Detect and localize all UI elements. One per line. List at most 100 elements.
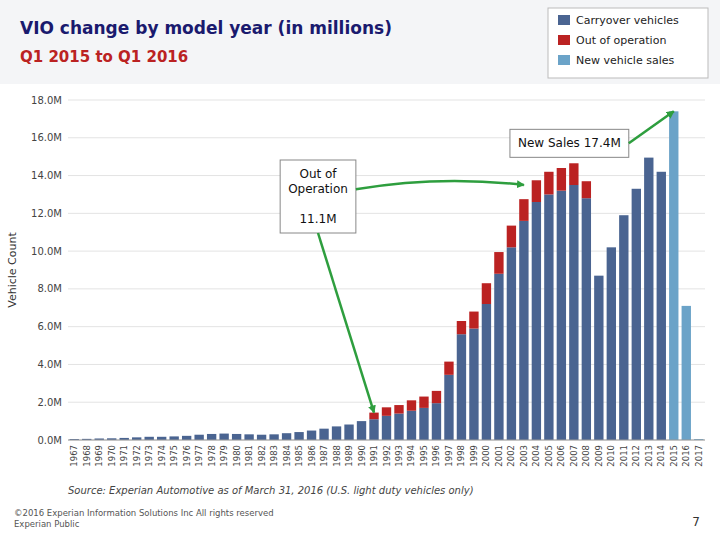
grid-line: [68, 213, 705, 214]
bar: [407, 400, 416, 401]
bar: [319, 429, 328, 440]
bar: [619, 215, 628, 216]
y-tick-label: 6.0M: [37, 321, 62, 332]
bar: [269, 434, 278, 440]
x-tick-label: 2005: [544, 445, 554, 467]
bar: [482, 304, 491, 440]
bar: [569, 185, 578, 440]
bar: [82, 438, 91, 439]
legend-label: New vehicle sales: [576, 54, 674, 67]
y-tick-label: 16.0M: [31, 132, 62, 143]
x-tick-label: 2010: [606, 445, 616, 467]
x-tick-label: 1978: [207, 445, 217, 467]
y-tick-label: 18.0M: [31, 95, 62, 106]
bar: [132, 437, 141, 438]
bar: [269, 434, 278, 435]
bar: [407, 411, 416, 440]
bar: [344, 424, 353, 425]
bar: [569, 163, 578, 185]
annotation-arrow: [629, 111, 674, 143]
bar: [257, 434, 266, 435]
bar: [532, 180, 541, 181]
bar: [107, 438, 116, 439]
x-tick-label: 2014: [656, 445, 666, 467]
bar: [444, 375, 453, 440]
annotation-text: Out ofOperation11.1M: [288, 167, 348, 226]
y-tick-label: 2.0M: [37, 397, 62, 408]
bar: [469, 311, 478, 312]
bar: [557, 168, 566, 191]
x-tick-label: 2017: [694, 445, 704, 467]
bar: [294, 432, 303, 440]
bar: [644, 157, 653, 158]
x-tick-label: 1974: [157, 445, 167, 467]
x-tick-label: 1969: [94, 445, 104, 467]
bar: [269, 434, 278, 435]
legend-swatch: [558, 35, 570, 45]
bar: [257, 435, 266, 440]
chart: VIO change by model year (in millions)Q1…: [0, 0, 720, 540]
x-tick-label: 2009: [594, 445, 604, 467]
bar: [432, 391, 441, 403]
bar: [169, 436, 178, 437]
x-tick-label: 1971: [119, 445, 129, 467]
bar: [607, 247, 616, 248]
bar: [557, 168, 566, 169]
bar: [494, 252, 503, 274]
bar: [145, 436, 154, 437]
bar: [419, 408, 428, 440]
x-tick-label: 1998: [456, 445, 466, 467]
x-tick-label: 1984: [282, 445, 292, 467]
x-tick-label: 1975: [169, 445, 179, 467]
bar: [307, 431, 316, 440]
bar: [70, 439, 79, 440]
bar: [457, 321, 466, 334]
legend-swatch: [558, 15, 570, 25]
x-tick-label: 2003: [519, 445, 529, 467]
x-tick-label: 1976: [182, 445, 192, 467]
bar: [444, 362, 453, 375]
annotation-text: New Sales 17.4M: [518, 136, 621, 150]
bar: [482, 283, 491, 304]
header-background: [0, 0, 720, 84]
bar: [357, 421, 366, 422]
legend-box: [548, 8, 708, 78]
bar: [507, 225, 516, 226]
bar: [332, 426, 341, 427]
bar: [519, 199, 528, 221]
bar: [319, 428, 328, 429]
y-tick-label: 0.0M: [37, 435, 62, 446]
legend-label: Carryover vehicles: [576, 14, 679, 27]
x-tick-label: 1980: [232, 445, 242, 467]
annotation-box: [280, 160, 356, 233]
bar: [582, 181, 591, 182]
x-tick-label: 1977: [194, 445, 204, 467]
x-tick-label: 1987: [319, 445, 329, 467]
y-tick-label: 12.0M: [31, 208, 62, 219]
x-tick-label: 1996: [431, 445, 441, 467]
bar: [682, 306, 691, 440]
bar: [544, 194, 553, 440]
bar: [182, 435, 191, 436]
bar: [282, 433, 291, 434]
bar: [344, 424, 353, 425]
bar: [307, 430, 316, 431]
bar: [532, 202, 541, 440]
bar: [469, 312, 478, 329]
bar: [644, 158, 653, 440]
bar: [157, 436, 166, 437]
bar: [182, 435, 191, 436]
bar: [120, 437, 129, 438]
bar: [607, 247, 616, 440]
bar: [145, 436, 154, 437]
bar: [194, 435, 203, 440]
bar: [70, 439, 79, 440]
annotation-box: [510, 129, 629, 157]
bar: [632, 188, 641, 189]
x-tick-label: 1997: [444, 445, 454, 467]
bar: [95, 438, 104, 439]
bar: [332, 426, 341, 427]
bar: [244, 434, 253, 435]
bar: [169, 436, 178, 437]
page-number: 7: [692, 515, 700, 529]
